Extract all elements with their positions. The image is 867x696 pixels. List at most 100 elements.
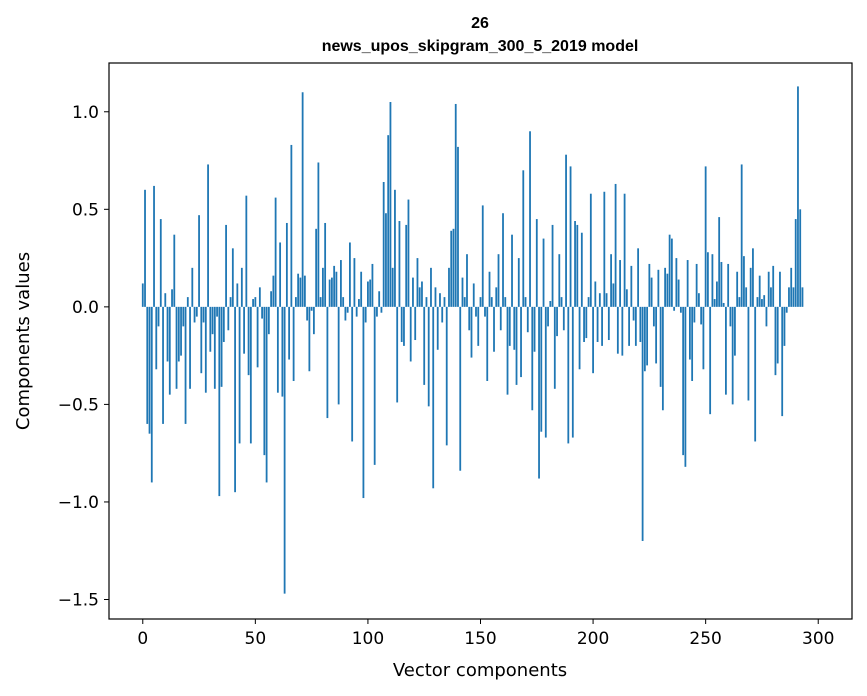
bar-29 — [207, 164, 209, 307]
y-tick-label: 0.5 — [72, 200, 99, 220]
bar-205 — [603, 191, 606, 307]
bar-60 — [276, 306, 279, 393]
bar-56 — [267, 306, 270, 335]
bar-159 — [499, 306, 502, 331]
bar-261 — [729, 306, 732, 327]
bar-283 — [779, 271, 781, 307]
bar-65 — [288, 306, 291, 360]
bar-61 — [279, 242, 282, 307]
x-tick-label: 300 — [802, 629, 834, 649]
bar-122 — [416, 258, 419, 307]
bar-180 — [547, 306, 549, 327]
bar-262 — [731, 306, 734, 405]
bar-223 — [643, 306, 646, 372]
bar-267 — [743, 256, 745, 307]
bar-242 — [686, 260, 689, 307]
bar-222 — [641, 306, 644, 541]
bar-28 — [204, 306, 207, 393]
bar-74 — [308, 306, 311, 372]
bar-109 — [387, 135, 390, 307]
bar-171 — [526, 306, 529, 333]
bar-234 — [668, 234, 671, 307]
bar-161 — [504, 297, 507, 307]
bar-264 — [736, 271, 739, 307]
bar-142 — [461, 277, 464, 307]
bar-134 — [443, 297, 446, 307]
bar-225 — [648, 263, 651, 307]
bar-3 — [148, 306, 151, 434]
bar-50 — [254, 297, 257, 307]
bar-98 — [362, 306, 365, 499]
bar-231 — [661, 306, 664, 411]
bar-200 — [592, 306, 594, 374]
bar-275 — [761, 299, 763, 307]
chart-title: 26 — [471, 15, 489, 32]
bar-162 — [506, 306, 509, 395]
bar-8 — [159, 219, 162, 307]
bar-183 — [553, 306, 556, 389]
bar-263 — [734, 306, 736, 356]
bar-240 — [682, 306, 685, 456]
y-axis-ticks: −1.5 −1.0 −0.5 0.0 0.5 1.0 — [58, 103, 109, 610]
bar-212 — [619, 260, 621, 307]
bar-46 — [245, 195, 248, 307]
y-axis-label: Components values — [13, 252, 34, 430]
bar-182 — [551, 224, 554, 307]
bar-269 — [747, 306, 750, 401]
bar-292 — [799, 209, 802, 307]
bar-92 — [349, 242, 351, 307]
bar-145 — [468, 306, 471, 331]
bar-239 — [679, 306, 682, 313]
bar-287 — [788, 287, 790, 307]
bar-284 — [781, 306, 784, 417]
bar-273 — [756, 297, 759, 307]
bar-174 — [533, 306, 536, 352]
bar-107 — [382, 182, 385, 307]
bar-52 — [258, 287, 261, 307]
bar-188 — [565, 154, 567, 307]
bar-91 — [346, 306, 349, 313]
bar-245 — [693, 306, 696, 323]
bar-236 — [673, 306, 676, 311]
bar-224 — [646, 306, 649, 366]
bar-203 — [598, 293, 601, 307]
bar-63 — [283, 306, 286, 594]
bar-39 — [229, 297, 232, 307]
bar-160 — [502, 213, 504, 307]
bar-101 — [369, 279, 372, 307]
bar-165 — [513, 306, 516, 350]
bar-45 — [243, 306, 245, 354]
bar-216 — [628, 306, 630, 346]
bar-12 — [168, 306, 171, 395]
bar-246 — [695, 263, 698, 307]
x-tick-label: 50 — [245, 629, 267, 649]
bar-90 — [344, 306, 347, 321]
bar-260 — [727, 263, 730, 307]
bar-53 — [261, 306, 263, 319]
bar-153 — [486, 306, 489, 381]
bar-0 — [141, 283, 144, 307]
bar-71 — [301, 92, 304, 307]
plot-area-frame — [108, 62, 853, 620]
bar-155 — [490, 297, 493, 307]
bar-164 — [511, 234, 513, 307]
bar-113 — [396, 306, 399, 403]
bar-143 — [463, 297, 466, 307]
x-tick-label: 200 — [577, 629, 609, 649]
bar-94 — [353, 258, 356, 307]
bar-7 — [157, 306, 160, 327]
bar-179 — [544, 306, 547, 438]
bar-36 — [222, 306, 225, 342]
bar-197 — [585, 306, 588, 339]
bar-23 — [193, 306, 196, 323]
bar-219 — [634, 306, 637, 346]
bar-47 — [247, 306, 250, 376]
y-tick-label: 0.0 — [72, 298, 99, 318]
bar-256 — [718, 217, 721, 307]
bar-64 — [285, 222, 288, 307]
bar-250 — [704, 166, 707, 307]
bar-154 — [488, 271, 491, 307]
bar-105 — [378, 291, 381, 307]
bar-97 — [360, 271, 363, 307]
bar-84 — [331, 277, 333, 307]
